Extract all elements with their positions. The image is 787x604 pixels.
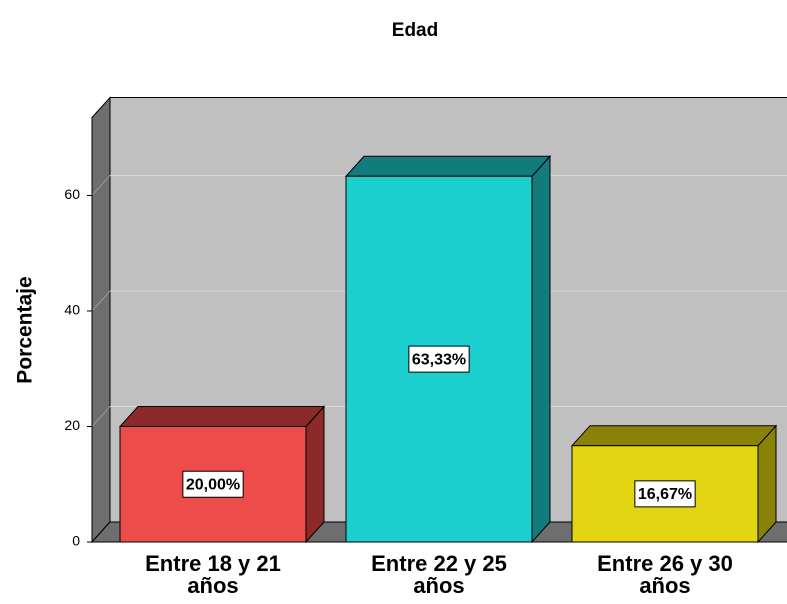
chart-title: Edad: [392, 20, 438, 41]
y-tick-label: 60: [64, 186, 80, 202]
value-label-box: [634, 480, 696, 508]
left-wall: [91, 96, 111, 544]
value-label: 63,33%: [412, 351, 466, 368]
value-label-box: [408, 345, 470, 373]
x-tick-label: Entre 22 y 25 años: [371, 551, 507, 598]
value-label: 20,00%: [186, 476, 240, 493]
y-tick-label: 20: [64, 417, 80, 433]
y-tick-label: 40: [64, 302, 80, 318]
bar-side: [531, 154, 551, 544]
grid-line: [91, 406, 111, 427]
y-axis-label: Porcentaje: [14, 276, 37, 383]
value-label: 16,67%: [638, 486, 692, 503]
x-tick-label: Entre 18 y 21 años: [145, 551, 281, 598]
bar-top: [118, 405, 326, 427]
y-tick-label: 0: [72, 533, 80, 549]
bar-side: [305, 405, 325, 544]
bar-top: [344, 155, 552, 177]
bar-top: [570, 425, 778, 447]
x-tick-label: Entre 26 y 30 años: [597, 551, 733, 598]
grid-line: [91, 290, 111, 312]
value-label-box: [182, 470, 244, 498]
grid-line: [91, 175, 111, 196]
